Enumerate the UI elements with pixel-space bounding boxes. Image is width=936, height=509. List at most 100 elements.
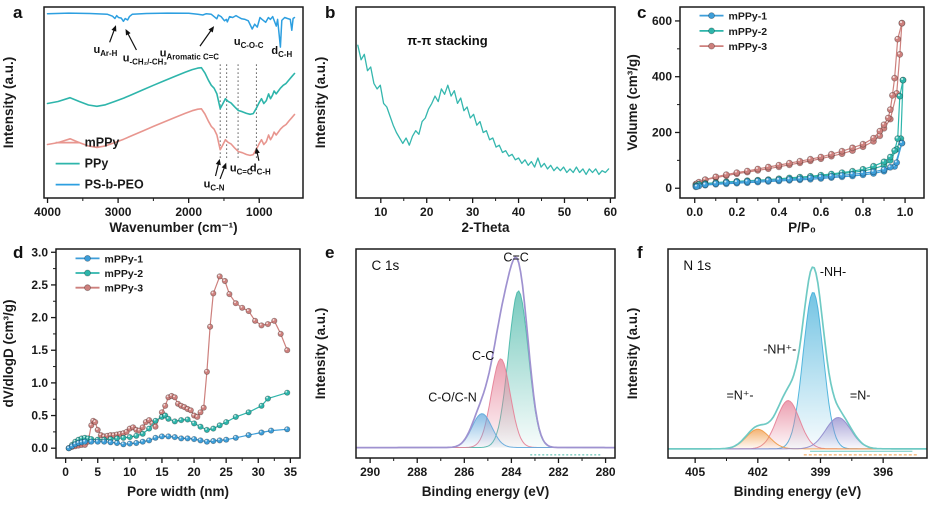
c-xaxis-title: P/P₀ <box>788 220 816 235</box>
panel-d: d 0 5 10 15 20 25 30 35 0.0 0.5 1.0 1.5 2.0 2.5 3.0 Por… <box>0 240 312 504</box>
b-xtick-label: 40 <box>512 205 526 219</box>
mPPy-3-marker <box>239 304 246 311</box>
mPPy-1-marker <box>107 439 114 446</box>
mPPy-3-des-marker <box>712 173 720 181</box>
mPPy-1-marker <box>178 435 185 442</box>
mPPy-2-marker-gloss <box>205 428 208 430</box>
mPPy-3-des-marker <box>859 140 867 148</box>
mPPy-2-marker-gloss <box>140 431 143 434</box>
mPPy-2-marker-gloss <box>185 417 188 420</box>
mPPy-3-des-marker-gloss <box>787 161 790 164</box>
mPPy-3-des-marker-gloss <box>882 122 885 125</box>
mPPy-3-marker <box>216 273 223 280</box>
mPPy-3-des-marker-gloss <box>861 142 864 145</box>
mPPy-3-marker <box>139 424 146 431</box>
mPPy-3-marker-gloss <box>89 423 92 426</box>
mPPy-3-des-marker-gloss <box>888 107 891 110</box>
mPPy-1-marker-gloss <box>76 441 79 443</box>
mPPy-3-marker <box>203 368 210 375</box>
c-ytick-label: 0 <box>665 181 672 195</box>
panel-c-plot-container: 0.0 0.2 0.4 0.6 0.8 1.0 0 200 400 600 P/P₀ Volume (… <box>624 0 936 240</box>
mPPy-1-des-marker-gloss <box>766 178 769 181</box>
mPPy-1-marker-gloss <box>121 442 124 445</box>
mPPy-1-des-marker-gloss <box>703 182 706 185</box>
e-envelope-curve <box>356 256 615 449</box>
mPPy-3-des-marker-gloss <box>892 76 895 79</box>
mPPy-2-des-marker-gloss <box>882 159 885 162</box>
e-xtick-label: 288 <box>407 465 427 479</box>
mPPy-2-marker <box>165 415 172 422</box>
f-xtick-label: 399 <box>810 465 830 479</box>
mPPy-3-marker-gloss <box>173 395 175 398</box>
a-annotation-arrow <box>199 29 213 47</box>
mPPy-1-marker <box>101 438 108 445</box>
mPPy-3-des-marker <box>886 106 894 113</box>
mPPy-3-marker <box>232 300 239 307</box>
mPPy-2-marker <box>197 423 204 430</box>
panel-b: b 10 20 30 40 50 60 2-Theta Intensity (a.u.) π-π… <box>312 0 624 240</box>
c-ytick-label: 200 <box>652 125 672 139</box>
mPPy-2-marker-gloss <box>153 418 156 421</box>
b-yaxis-title: Intensity (a.u.) <box>313 57 328 149</box>
mPPy-1-des-marker-gloss <box>776 177 780 180</box>
mPPy-3-marker-gloss <box>205 369 208 372</box>
mPPy-3-marker <box>277 330 284 338</box>
mPPy-1-marker-gloss <box>192 437 195 440</box>
mPPy-3-marker <box>152 423 159 430</box>
mPPy-1-des-marker <box>693 183 701 191</box>
mPPy-3-marker <box>187 407 194 414</box>
a-annotation-arrowhead <box>221 162 227 170</box>
panel-b-label: b <box>325 3 336 22</box>
a-xaxis-title: Wavenumber (cm⁻¹) <box>109 220 237 235</box>
a-annotation-arrow <box>126 32 137 51</box>
mPPy-1-des-markers <box>693 139 906 191</box>
mPPy-1-marker-gloss <box>108 440 111 443</box>
mPPy-3-marker-gloss <box>253 318 256 321</box>
mPPy-2-marker <box>178 417 185 424</box>
b-xtick-label: 30 <box>466 205 480 219</box>
c-yaxis-title: Volume (cm³/g) <box>625 54 640 151</box>
mPPy-1-marker-gloss <box>173 435 175 438</box>
mPPy-1-marker-gloss <box>95 439 98 442</box>
mPPy-1-des-marker-gloss <box>808 175 811 178</box>
mPPy-2-marker <box>232 413 239 420</box>
mPPy-3-des-marker <box>876 127 884 135</box>
e-annotation-0: C 1s <box>372 258 400 273</box>
mPPy-3-marker-gloss <box>285 348 288 351</box>
f-axes-frame <box>667 248 928 459</box>
c-xtick-label: 0.4 <box>771 205 788 219</box>
mPPy-2-marker <box>146 425 153 432</box>
mPPy-1-des-marker <box>859 169 867 177</box>
d-xtick-label: 25 <box>219 465 233 479</box>
panel-c: c 0.0 0.2 0.4 0.6 0.8 1.0 0 200 400 600 P/P₀ Volume… <box>624 0 936 240</box>
mPPy-3-marker <box>221 277 228 285</box>
d-xtick-label: 20 <box>187 465 201 479</box>
d-ytick-label: 2.5 <box>31 278 48 292</box>
mPPy-3-marker-gloss <box>150 421 153 424</box>
mPPy-1-marker-gloss <box>73 442 76 445</box>
mPPy-1-marker <box>258 429 265 436</box>
e-axes-frame <box>355 248 616 459</box>
mPPy-3-des-marker <box>806 155 814 163</box>
mPPy-3-marker <box>200 404 207 411</box>
mPPy-3-des-marker-gloss <box>850 145 853 148</box>
e-xtick-label: 282 <box>548 465 568 479</box>
mPPy-2-marker <box>184 416 191 423</box>
c-legend-label: mPPy-2 <box>729 26 768 38</box>
a-xtick-label: 4000 <box>34 205 61 219</box>
mPPy-3-marker-gloss <box>93 420 96 423</box>
mPPy-1-des-marker <box>886 163 894 171</box>
mPPy-1-des-marker-gloss <box>724 180 727 183</box>
f-annotation-2: -NH⁺- <box>763 343 796 357</box>
mPPy-3-marker-gloss <box>153 424 156 427</box>
mPPy-1-des-marker-gloss <box>755 178 758 181</box>
mPPy-2-des-marker-gloss <box>850 169 853 172</box>
mPPy-3-marker-gloss <box>211 291 214 294</box>
mPPy-1-des-marker <box>796 175 804 183</box>
mPPy-3-marker-gloss <box>208 324 211 327</box>
mPPy-3-des-marker-gloss <box>895 36 898 40</box>
mPPy-3-des-marker <box>764 163 772 171</box>
e-yaxis-title: Intensity (a.u.) <box>313 308 328 400</box>
mPPy-2-marker <box>133 432 140 439</box>
mPPy-1-des-marker <box>764 176 772 184</box>
